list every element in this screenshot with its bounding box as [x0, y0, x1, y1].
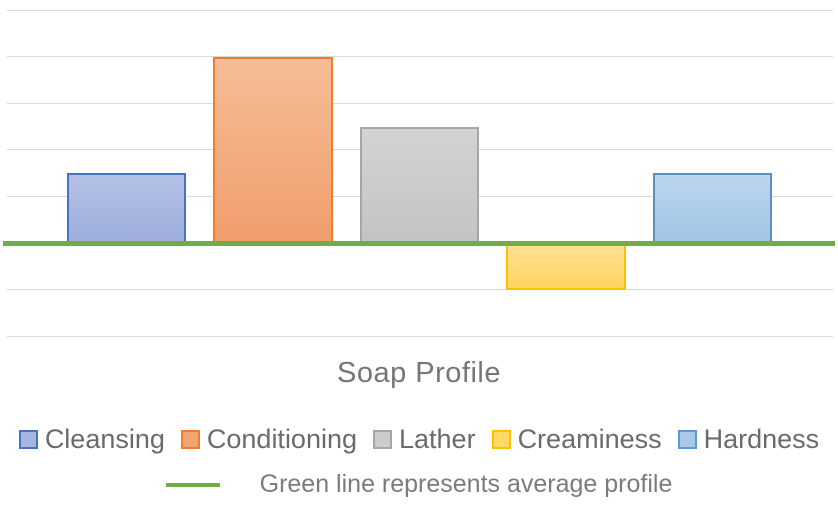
legend-label: Lather [399, 424, 476, 454]
chart-legend: Cleansing Conditioning Lather Creaminess Har… [0, 424, 838, 455]
legend-item-hardness[interactable]: Hardness [677, 424, 820, 455]
legend-label: Hardness [703, 424, 820, 454]
bar-creaminess[interactable] [506, 243, 626, 290]
legend-swatch-cleansing [18, 430, 38, 449]
plot-area [3, 9, 835, 337]
bar-hardness[interactable] [652, 173, 772, 244]
chart-title: Soap Profile [337, 357, 501, 389]
bar-cleansing[interactable] [66, 173, 186, 244]
legend-label: Creaminess [517, 424, 662, 454]
average-line-swatch [165, 482, 220, 487]
gridline [7, 56, 833, 58]
legend-item-lather[interactable]: Lather [373, 424, 476, 455]
legend-swatch-conditioning [180, 430, 200, 449]
bar-lather[interactable] [359, 126, 479, 244]
average-line-legend: Green line represents average profile [0, 470, 838, 499]
legend-label: Cleansing [44, 424, 165, 454]
average-line-legend-label: Green line represents average profile [259, 470, 673, 498]
average-profile-line[interactable] [3, 240, 835, 246]
legend-item-cleansing[interactable]: Cleansing [18, 424, 165, 455]
gridline [7, 336, 833, 337]
legend-item-conditioning[interactable]: Conditioning [180, 424, 357, 455]
bar-conditioning[interactable] [213, 56, 333, 244]
legend-item-creaminess[interactable]: Creaminess [491, 424, 662, 455]
legend-swatch-lather [373, 430, 392, 449]
legend-swatch-creaminess [491, 430, 511, 449]
legend-swatch-hardness [677, 430, 697, 449]
legend-label: Conditioning [206, 424, 357, 454]
gridline [7, 9, 833, 11]
gridline [7, 102, 833, 104]
gridline [7, 289, 833, 291]
